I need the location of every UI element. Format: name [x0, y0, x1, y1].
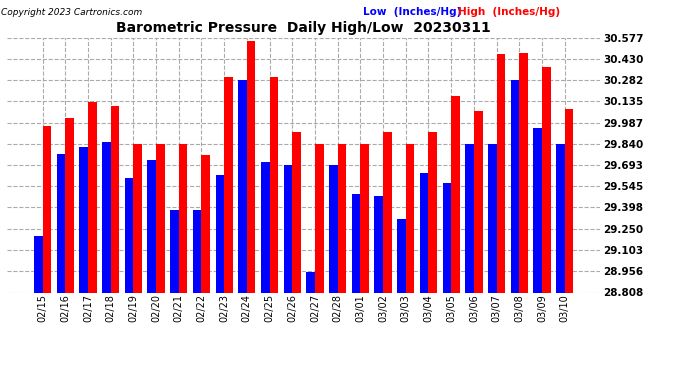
Bar: [170, 210, 179, 292]
Bar: [329, 165, 337, 292]
Bar: [520, 53, 528, 292]
Bar: [156, 144, 165, 292]
Bar: [383, 132, 392, 292]
Bar: [306, 272, 315, 292]
Bar: [238, 80, 247, 292]
Text: Copyright 2023 Cartronics.com: Copyright 2023 Cartronics.com: [1, 8, 142, 17]
Bar: [556, 144, 564, 292]
Bar: [451, 96, 460, 292]
Bar: [88, 102, 97, 292]
Bar: [337, 144, 346, 292]
Bar: [201, 155, 210, 292]
Bar: [293, 132, 301, 292]
Text: High  (Inches/Hg): High (Inches/Hg): [458, 7, 560, 17]
Bar: [110, 106, 119, 292]
Bar: [360, 144, 369, 292]
Bar: [270, 77, 278, 292]
Bar: [102, 142, 110, 292]
Bar: [65, 118, 74, 292]
Bar: [511, 80, 520, 292]
Bar: [247, 41, 255, 292]
Bar: [315, 144, 324, 292]
Bar: [43, 126, 51, 292]
Bar: [474, 111, 482, 292]
Bar: [34, 236, 43, 292]
Bar: [497, 54, 505, 292]
Bar: [375, 196, 383, 292]
Bar: [397, 219, 406, 292]
Text: Low  (Inches/Hg): Low (Inches/Hg): [363, 7, 462, 17]
Bar: [193, 210, 201, 292]
Bar: [224, 77, 233, 292]
Bar: [542, 68, 551, 292]
Bar: [406, 144, 415, 292]
Bar: [488, 144, 497, 292]
Bar: [79, 147, 88, 292]
Bar: [125, 178, 133, 292]
Bar: [442, 183, 451, 292]
Bar: [533, 128, 542, 292]
Bar: [215, 176, 224, 292]
Bar: [179, 144, 188, 292]
Bar: [420, 172, 428, 292]
Bar: [564, 109, 573, 292]
Bar: [428, 132, 437, 292]
Bar: [284, 165, 293, 292]
Bar: [148, 160, 156, 292]
Bar: [133, 144, 142, 292]
Bar: [57, 154, 65, 292]
Title: Barometric Pressure  Daily High/Low  20230311: Barometric Pressure Daily High/Low 20230…: [116, 21, 491, 35]
Bar: [261, 162, 270, 292]
Bar: [352, 194, 360, 292]
Bar: [465, 144, 474, 292]
